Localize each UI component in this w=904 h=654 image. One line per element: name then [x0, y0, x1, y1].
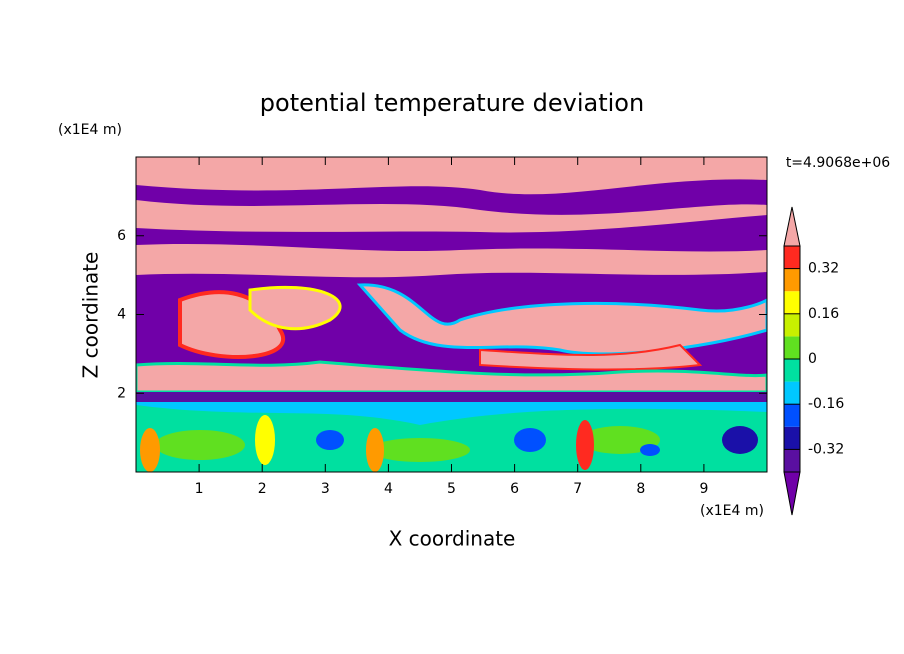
field-region: [580, 426, 660, 454]
field-region: [479, 343, 703, 371]
colorbar-segment: [784, 381, 800, 405]
field-region: [722, 426, 758, 454]
colorbar-segment: [784, 313, 800, 337]
field-region: [370, 438, 470, 462]
colorbar-segment: [784, 449, 800, 472]
field-region: [366, 428, 384, 472]
field-region: [576, 420, 594, 470]
field-region: [136, 243, 767, 278]
contour-field: [136, 157, 767, 472]
x-tick-label: 8: [636, 481, 645, 497]
field-region: [640, 444, 660, 456]
colorbar-tick-label: 0.32: [808, 261, 839, 277]
colorbar-tick-label: 0: [808, 351, 817, 367]
field-region: [136, 157, 767, 195]
field-region: [248, 285, 342, 331]
colorbar-segment: [784, 426, 800, 450]
x-axis-label: X coordinate: [389, 527, 516, 551]
x-tick-label: 9: [699, 481, 708, 497]
y-unit-label: (x1E4 m): [58, 122, 122, 138]
field-region: [514, 428, 546, 452]
field-region: [136, 360, 767, 394]
field-region: [255, 415, 275, 465]
x-tick-label: 4: [384, 481, 393, 497]
colorbar-over: [783, 206, 801, 247]
colorbar-tick-label: 0.16: [808, 306, 839, 322]
colorbar-segment: [784, 336, 800, 359]
field-region: [316, 430, 344, 450]
colorbar-under: [783, 471, 801, 516]
colorbar-segment: [784, 268, 800, 292]
chart-title: potential temperature deviation: [260, 89, 644, 117]
colorbar-tick-label: -0.32: [808, 441, 844, 457]
field-region: [356, 283, 767, 356]
colorbar-segment: [784, 404, 800, 427]
y-tick-label: 6: [117, 228, 126, 244]
x-tick-label: 2: [258, 481, 267, 497]
x-unit-label: (x1E4 m): [700, 503, 764, 519]
colorbar-segment: [784, 359, 800, 382]
field-region: [136, 405, 767, 472]
y-axis-label: Z coordinate: [79, 252, 103, 379]
colorbar-segment: [784, 246, 800, 269]
colorbar-tick-label: -0.16: [808, 396, 844, 412]
x-tick-label: 7: [573, 481, 582, 497]
y-tick-label: 4: [117, 307, 126, 323]
field-region: [136, 392, 767, 402]
y-tick-label: 2: [117, 385, 126, 401]
x-tick-label: 6: [510, 481, 519, 497]
x-tick-label: 3: [321, 481, 330, 497]
field-region: [155, 430, 245, 460]
x-tick-label: 1: [195, 481, 204, 497]
x-tick-label: 5: [447, 481, 456, 497]
colorbar-segment: [784, 291, 800, 314]
field-region: [136, 200, 767, 233]
field-region: [140, 428, 160, 472]
time-label: t=4.9068e+06: [786, 155, 890, 171]
